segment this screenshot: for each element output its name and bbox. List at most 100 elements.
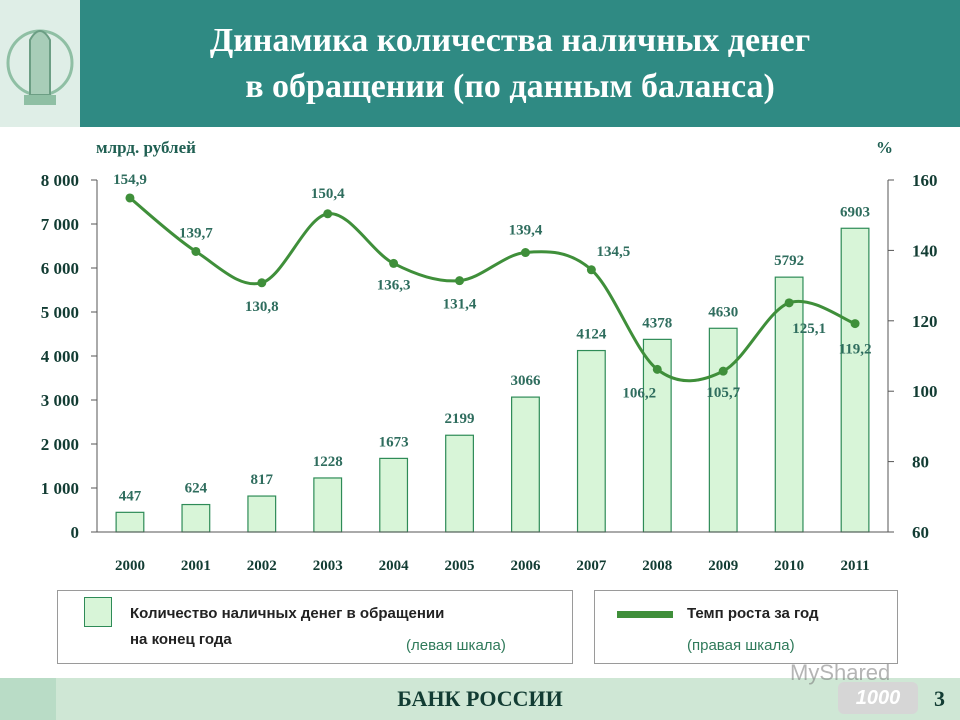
- banknote-badge: 1000: [838, 682, 918, 714]
- growth-point-label: 130,8: [245, 299, 279, 315]
- bar: [445, 434, 474, 533]
- growth-point-label: 105,7: [706, 385, 740, 401]
- bar-label: 2199: [445, 411, 475, 427]
- page-number: 3: [934, 686, 945, 711]
- bars: 447 624 817 1228 1673 2199 3066 4124 4378 4630 579…: [115, 204, 870, 533]
- growth-point: [191, 246, 201, 256]
- legend-bars-line-1: Количество наличных денег в обращении: [130, 605, 445, 622]
- bar-label: 447: [119, 488, 142, 504]
- bar: [576, 349, 606, 533]
- x-tick-label: 2011: [840, 558, 869, 574]
- left-axis-label: млрд. рублей: [96, 138, 196, 157]
- bank-emblem-icon: [0, 0, 80, 127]
- bar-label: 6903: [840, 204, 870, 220]
- left-tick-label: 5 000: [41, 303, 79, 322]
- growth-point: [455, 276, 465, 286]
- legend-bars-note: (левая шкала): [406, 637, 506, 654]
- growth-point-label: 119,2: [839, 342, 872, 358]
- bar-label: 4378: [642, 315, 672, 331]
- growth-point-label: 125,1: [792, 321, 826, 337]
- growth-point-label: 134,5: [597, 244, 631, 260]
- growth-point: [586, 265, 596, 275]
- bar: [181, 503, 211, 533]
- footer-band: [0, 678, 960, 720]
- growth-point: [520, 248, 530, 258]
- bar-label: 624: [185, 481, 208, 497]
- bar-label: 1228: [313, 454, 343, 470]
- x-tick-label: 2008: [642, 558, 672, 574]
- header-band: [80, 0, 960, 127]
- right-axis: 60 80 100 120 140 160: [887, 171, 938, 542]
- left-tick-label: 2 000: [41, 435, 79, 454]
- legend-bar-swatch: [84, 597, 112, 627]
- page-title: Динамика количества наличных денег в обр…: [90, 18, 930, 110]
- right-axis-label: %: [876, 138, 893, 157]
- right-tick-label: 140: [912, 241, 938, 260]
- left-tick-label: 6 000: [41, 259, 79, 278]
- growth-point: [125, 193, 135, 203]
- growth-point: [257, 278, 267, 288]
- left-tick-label: 4 000: [41, 347, 79, 366]
- growth-point-label: 150,4: [311, 186, 345, 202]
- bar: [774, 276, 804, 533]
- growth-point: [784, 298, 794, 308]
- bar-label: 817: [251, 472, 274, 488]
- chart: млрд. рублей % 0 1 000 2 000 3 000 4 000 5 00…: [41, 138, 938, 574]
- legend-line: Темп роста за год (правая шкала): [594, 590, 898, 664]
- legend-bars-line-2: на конец года: [130, 631, 232, 648]
- x-tick-label: 2010: [774, 558, 804, 574]
- bar-label: 1673: [379, 434, 409, 450]
- bar: [247, 495, 277, 533]
- legend-line-label: Темп роста за год: [687, 605, 819, 622]
- growth-point-label: 139,4: [509, 223, 543, 239]
- x-tick-label: 2002: [247, 558, 277, 574]
- left-tick-label: 0: [71, 523, 80, 542]
- bar: [708, 327, 738, 533]
- bar: [313, 477, 343, 533]
- growth-point-label: 106,2: [622, 385, 656, 401]
- growth-point: [389, 258, 399, 268]
- title-line-1: Динамика количества наличных денег: [209, 22, 811, 59]
- growth-line-group: 154,9 139,7 130,8 150,4 136,3 131,4 139,4 134,5…: [113, 172, 871, 401]
- x-tick-label: 2006: [510, 558, 541, 574]
- x-tick-label: 2003: [313, 558, 343, 574]
- bar-label: 5792: [774, 253, 804, 269]
- bar: [642, 338, 672, 533]
- legend-bars: Количество наличных денег в обращении на…: [57, 590, 573, 664]
- legend-line-swatch: [617, 611, 673, 618]
- growth-line: [129, 196, 856, 383]
- title-line-2: в обращении (по данным баланса): [245, 68, 775, 105]
- bar-label: 4630: [708, 304, 738, 320]
- growth-point: [718, 366, 728, 376]
- footer-emblem-icon: [0, 678, 56, 720]
- right-tick-label: 100: [912, 382, 938, 401]
- bar-label: 3066: [510, 373, 541, 389]
- growth-point-label: 139,7: [179, 225, 213, 241]
- watermark: MyShared: [790, 660, 891, 685]
- bar: [379, 457, 409, 533]
- growth-point-label: 154,9: [113, 172, 147, 188]
- left-axis: 0 1 000 2 000 3 000 4 000 5 000 6 000 7 000 8 00…: [41, 171, 98, 542]
- x-tick-label: 2000: [115, 558, 145, 574]
- right-tick-label: 160: [912, 171, 938, 190]
- x-tick-label: 2007: [576, 558, 607, 574]
- x-tick-label: 2001: [181, 558, 211, 574]
- left-tick-label: 7 000: [41, 215, 79, 234]
- right-tick-label: 60: [912, 523, 929, 542]
- left-tick-label: 1 000: [41, 479, 79, 498]
- right-tick-label: 120: [912, 312, 938, 331]
- growth-point: [652, 364, 662, 374]
- growth-point-label: 136,3: [377, 277, 411, 293]
- x-tick-label: 2004: [379, 558, 410, 574]
- bar: [115, 511, 145, 533]
- legend-line-note: (правая шкала): [687, 637, 795, 654]
- growth-point: [850, 319, 860, 329]
- x-tick-label: 2009: [708, 558, 738, 574]
- right-tick-label: 80: [912, 453, 929, 472]
- bank-name: БАНК РОССИИ: [397, 686, 563, 711]
- x-tick-label: 2005: [445, 558, 475, 574]
- growth-point: [323, 209, 333, 219]
- bar: [511, 396, 540, 533]
- header: Динамика количества наличных денег в обр…: [0, 0, 960, 127]
- growth-point-label: 131,4: [443, 297, 477, 313]
